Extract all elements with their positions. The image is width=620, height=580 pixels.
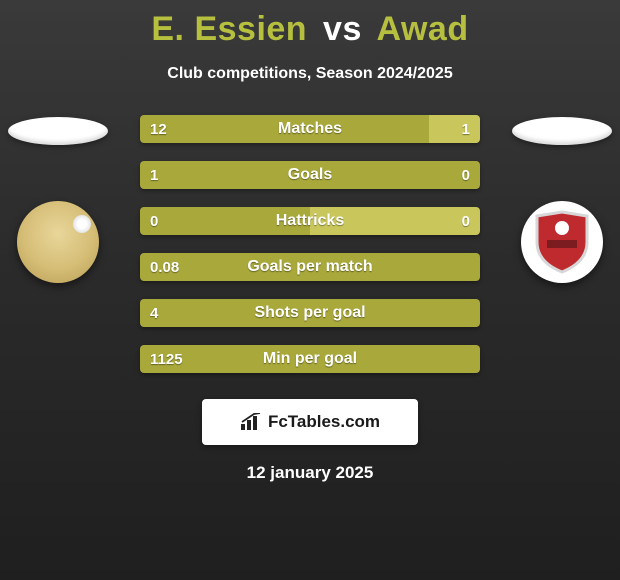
right-country-flag	[512, 117, 612, 145]
stat-row: 10Goals	[140, 161, 480, 189]
stat-row: 0.08Goals per match	[140, 253, 480, 281]
subtitle: Club competitions, Season 2024/2025	[0, 65, 620, 83]
badge-banner	[547, 240, 577, 248]
stat-row: 121Matches	[140, 115, 480, 143]
stat-bar-right	[310, 207, 480, 235]
date-text: 12 january 2025	[0, 463, 620, 483]
chart-icon	[240, 413, 262, 431]
stat-row: 4Shots per goal	[140, 299, 480, 327]
title-player-left: E. Essien	[151, 10, 307, 48]
left-player-column	[8, 115, 108, 283]
stat-bar-left	[140, 207, 310, 235]
stat-bar-left	[140, 253, 480, 281]
left-country-flag	[8, 117, 108, 145]
right-club-badge	[521, 201, 603, 283]
shield-icon	[533, 210, 591, 274]
page-title: E. Essien vs Awad	[0, 0, 620, 49]
stat-bar-left	[140, 161, 480, 189]
ball-icon	[555, 221, 569, 235]
stat-bars: 121Matches 10Goals 00Hattricks 0.08Goals pe…	[140, 115, 480, 373]
right-player-column	[512, 115, 612, 283]
title-player-right: Awad	[377, 10, 469, 48]
stat-bar-left	[140, 345, 480, 373]
brand-text: FcTables.com	[268, 412, 380, 432]
left-player-avatar	[17, 201, 99, 283]
title-vs: vs	[323, 10, 362, 48]
stat-row: 1125Min per goal	[140, 345, 480, 373]
stat-bar-left	[140, 115, 429, 143]
stat-bar-right	[429, 115, 480, 143]
stat-bar-left	[140, 299, 480, 327]
brand-badge: FcTables.com	[202, 399, 418, 445]
stat-row: 00Hattricks	[140, 207, 480, 235]
comparison-panel: 121Matches 10Goals 00Hattricks 0.08Goals pe…	[0, 115, 620, 483]
